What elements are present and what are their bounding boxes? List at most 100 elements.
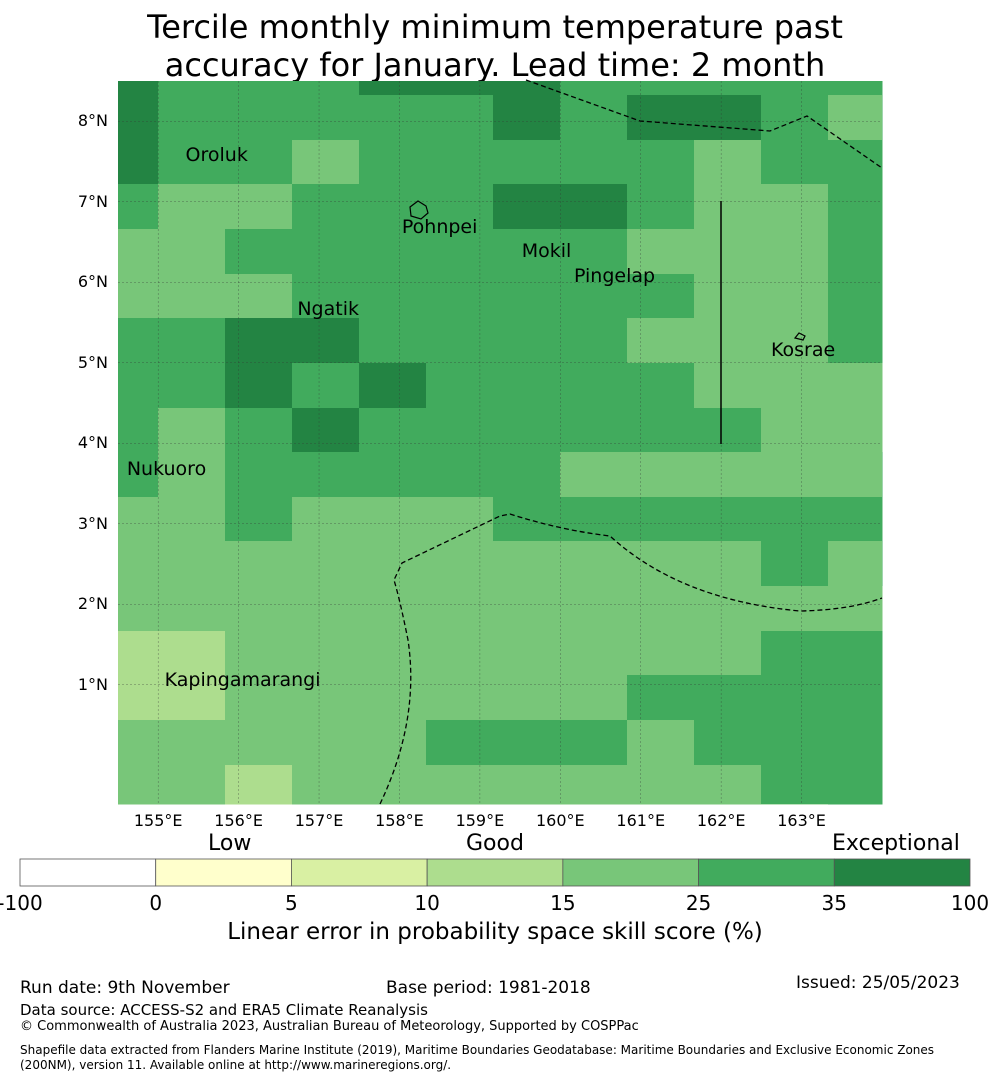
grid-cell bbox=[225, 675, 293, 721]
grid-cell bbox=[426, 541, 494, 587]
grid-cell bbox=[292, 631, 360, 676]
grid-cell bbox=[359, 541, 427, 587]
grid-cell bbox=[694, 586, 762, 632]
grid-cell bbox=[225, 229, 293, 275]
colorbar-swatch bbox=[833, 858, 971, 887]
grid-cell bbox=[158, 497, 226, 542]
eez-boundary-south bbox=[379, 513, 883, 805]
grid-cell bbox=[225, 541, 293, 587]
grid-cell bbox=[694, 497, 762, 542]
maritime-boundaries bbox=[379, 79, 883, 805]
grid-cell bbox=[359, 497, 427, 542]
grid-cell bbox=[225, 81, 293, 96]
title-line-2: accuracy for January. Lead time: 2 month bbox=[164, 46, 826, 84]
lat-tick-label: 4°N bbox=[77, 433, 108, 453]
grid-cell bbox=[118, 95, 159, 141]
grid-cell bbox=[426, 318, 494, 364]
grid-cell bbox=[694, 95, 762, 141]
grid-cell bbox=[560, 541, 628, 587]
shapefile-credit-line-1: Shapefile data extracted from Flanders M… bbox=[20, 1043, 935, 1057]
grid-cell bbox=[118, 184, 159, 230]
grid-cell bbox=[493, 408, 561, 453]
grid-cell bbox=[761, 229, 829, 275]
grid-cell bbox=[627, 452, 695, 498]
grid-cell bbox=[560, 497, 628, 542]
lat-tick-label: 2°N bbox=[77, 594, 108, 614]
colorbar-swatch bbox=[426, 858, 564, 887]
grid-cell bbox=[292, 541, 360, 587]
colorbar-swatch bbox=[19, 858, 157, 887]
grid-cell bbox=[627, 184, 695, 230]
grid-cell bbox=[493, 274, 561, 319]
grid-cell bbox=[694, 363, 882, 408]
copyright: © Commonwealth of Australia 2023, Austra… bbox=[20, 1019, 639, 1034]
grid-cell bbox=[761, 274, 829, 319]
grid-cell bbox=[359, 140, 427, 185]
run-date: Run date: 9th November bbox=[20, 978, 230, 998]
grid-cell bbox=[761, 184, 829, 230]
grid-cell bbox=[493, 140, 561, 185]
grid-cell bbox=[560, 408, 628, 453]
grid-cell bbox=[158, 765, 226, 805]
grid-cell bbox=[627, 631, 695, 676]
grid-cell bbox=[426, 675, 494, 721]
grid-cell bbox=[118, 229, 225, 274]
issued-date: Issued: 25/05/2023 bbox=[796, 973, 960, 993]
grid-cell bbox=[493, 318, 561, 364]
grid-cell bbox=[694, 765, 762, 805]
grid-cell bbox=[118, 586, 159, 632]
grid-cell bbox=[225, 408, 293, 453]
grid-cell bbox=[694, 274, 761, 318]
grid-cell bbox=[426, 184, 494, 230]
grid-cell bbox=[426, 631, 494, 676]
grid-cell bbox=[560, 95, 628, 141]
grid-cell bbox=[627, 229, 761, 274]
grid-cell bbox=[426, 274, 494, 319]
grid-cell bbox=[118, 631, 225, 720]
grid-cell bbox=[292, 765, 360, 805]
shapefile-credit-line-2: (200NM), version 11. Available online at… bbox=[20, 1058, 452, 1072]
grid-cell bbox=[426, 363, 494, 409]
colorbar-tick-label: 10 bbox=[414, 891, 440, 915]
colorbar-swatch bbox=[291, 858, 428, 887]
grid-cell bbox=[627, 720, 695, 766]
colorbar-category-good: Good bbox=[466, 831, 524, 856]
grid-cell bbox=[627, 765, 695, 805]
grid-cell bbox=[359, 95, 427, 141]
grid-cell bbox=[118, 318, 159, 364]
grid-cell bbox=[118, 541, 159, 587]
grid-cell bbox=[292, 229, 360, 275]
grid-cell bbox=[158, 140, 226, 185]
place-label-mokil: Mokil bbox=[521, 240, 572, 263]
grid-cell bbox=[118, 408, 159, 453]
grid-cell bbox=[359, 229, 427, 275]
grid-cell bbox=[359, 720, 427, 766]
grid-cell bbox=[828, 274, 883, 319]
grid-cell bbox=[118, 765, 159, 805]
place-label-kapingamarangi: Kapingamarangi bbox=[164, 668, 321, 691]
grid-cell bbox=[292, 81, 360, 96]
grid-cell bbox=[560, 631, 628, 676]
grid-cell bbox=[560, 140, 628, 185]
grid-cell bbox=[694, 541, 762, 587]
grid-cell bbox=[493, 184, 560, 229]
grid-cell bbox=[292, 675, 360, 721]
lon-tick-label: 160°E bbox=[535, 811, 585, 830]
grid-cell bbox=[828, 497, 883, 542]
grid-cell bbox=[426, 452, 494, 498]
island-outlines bbox=[409, 200, 806, 341]
lon-tick-label: 162°E bbox=[696, 811, 746, 830]
skill-score-grid bbox=[118, 81, 883, 805]
grid-cell bbox=[627, 363, 695, 409]
grid-cell bbox=[493, 363, 561, 409]
grid-cell bbox=[118, 720, 159, 766]
place-label-ngatik: Ngatik bbox=[297, 297, 359, 320]
grid-cell bbox=[493, 95, 561, 141]
lon-tick-label: 155°E bbox=[133, 811, 183, 830]
grid-cell bbox=[426, 140, 494, 185]
grid-cell bbox=[627, 541, 695, 587]
grid-cell bbox=[828, 95, 882, 140]
grid-cell bbox=[828, 765, 883, 805]
grid-cell bbox=[426, 765, 494, 805]
